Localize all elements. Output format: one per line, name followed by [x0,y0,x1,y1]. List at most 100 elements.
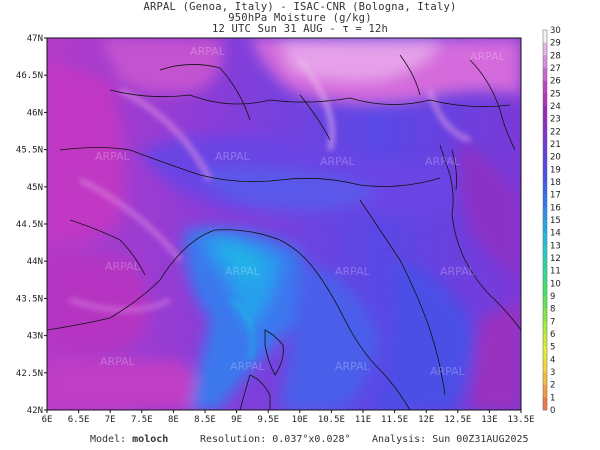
colorbar-segment [543,207,547,221]
colorbar-label: 0 [550,406,555,416]
lat-tick-label: 43N [27,332,43,342]
colorbar-label: 7 [550,317,555,327]
colorbar-segment [543,42,547,56]
colorbar-label: 17 [550,191,561,201]
watermark-text: ARPAL [430,365,466,378]
colorbar-label: 20 [550,153,561,163]
colorbar-label: 27 [550,64,561,74]
footer-resolution: Resolution: 0.037°x0.028° [200,434,351,445]
model-value: moloch [132,434,169,445]
colorbar-label: 14 [550,229,561,239]
watermark-text: ARPAL [335,360,371,373]
colorbar-label: 22 [550,127,561,137]
colorbar-label: 28 [550,51,561,61]
colorbar-segment [543,245,547,259]
colorbar-segment [543,397,547,411]
colorbar-segment [543,270,547,284]
lon-tick-label: 10.5E [318,415,345,425]
lat-tick-label: 42.5N [16,369,43,379]
colorbar-label: 19 [550,165,561,175]
colorbar: 3029282726252423222120191817161514131211… [542,26,561,416]
watermark-text: ARPAL [215,150,251,163]
colorbar-segment [543,182,547,195]
lon-tick-label: 11.5E [381,415,408,425]
watermark-text: ARPAL [425,155,461,168]
colorbar-segment [543,232,547,246]
colorbar-segment [543,93,547,107]
colorbar-label: 11 [550,267,561,277]
colorbar-label: 6 [550,330,555,340]
colorbar-segment [543,194,547,208]
lon-tick-label: 12.5E [444,415,471,425]
lon-tick-label: 8.5E [194,415,216,425]
colorbar-segment [543,308,547,322]
lat-tick-label: 46N [27,108,43,118]
colorbar-segment [543,169,547,183]
watermark-text: ARPAL [105,260,141,273]
lon-tick-label: 8E [168,415,179,425]
colorbar-segment [543,372,547,385]
lon-tick-label: 6.5E [68,415,90,425]
colorbar-segment [543,359,547,373]
colorbar-label: 4 [550,355,555,365]
colorbar-label: 29 [550,39,561,49]
colorbar-label: 13 [550,241,561,251]
lon-tick-label: 9.5E [257,415,279,425]
colorbar-label: 24 [550,102,561,112]
colorbar-label: 26 [550,77,561,87]
watermark-text: ARPAL [190,45,226,58]
colorbar-segment [543,283,547,297]
colorbar-segment [543,258,547,271]
footer-model: Model: moloch [90,434,168,445]
watermark-text: ARPAL [320,155,356,168]
title-line-3: 12 UTC Sun 31 AUG - τ = 12h [211,23,389,35]
colorbar-label: 2 [550,381,555,391]
colorbar-label: 9 [550,292,555,302]
lat-tick-label: 42N [27,406,43,416]
colorbar-segment [543,296,547,309]
footer-analysis: Analysis: Sun 00Z31AUG2025 [372,434,529,445]
colorbar-label: 18 [550,178,561,188]
watermark-text: ARPAL [225,265,261,278]
lat-tick-label: 44N [27,257,43,267]
colorbar-frame [542,29,548,411]
colorbar-segment [543,55,547,69]
longitude-axis: 6E 6.5E 7E 7.5E 8E 8.5E 9E 9.5E 10E 10.5E 11E 11.5E… [42,410,535,425]
watermark-text: ARPAL [230,360,266,373]
colorbar-segment [543,220,547,233]
lat-tick-label: 46.5N [16,71,43,81]
colorbar-segment [543,131,547,145]
resolution-value: 0.037°x0.028° [272,434,351,445]
lat-tick-label: 44.5N [16,220,43,230]
colorbar-label: 30 [550,26,561,36]
colorbar-segment [543,118,547,132]
lat-tick-label: 45.5N [16,146,43,156]
colorbar-label: 16 [550,203,561,213]
lon-tick-label: 13.5E [507,415,534,425]
colorbar-segment [543,30,547,43]
analysis-value: Sun 00Z31AUG2025 [432,434,529,445]
colorbar-label: 21 [550,140,561,150]
watermark-text: ARPAL [100,355,136,368]
latitude-axis: 47N 46.5N 46N 45.5N 45N 44.5N 44N 43.5N 43N 42.5N… [16,34,47,416]
title-line-2: 950hPa Moisture (g/kg) [228,12,372,24]
watermark-layer: ARPAL ARPAL ARPAL ARPAL ARPAL ARPAL ARPAL ARPAL… [95,45,506,378]
lon-tick-label: 9E [231,415,242,425]
title-line-1: ARPAL (Genoa, Italy) - ISAC-CNR (Bologna… [143,1,457,13]
colorbar-segment [543,80,547,94]
lat-tick-label: 45N [27,183,43,193]
lon-tick-label: 6E [42,415,53,425]
colorbar-label: 25 [550,89,561,99]
watermark-text: ARPAL [440,265,476,278]
watermark-text: ARPAL [335,265,371,278]
watermark-text: ARPAL [95,150,131,163]
colorbar-segment [543,156,547,170]
colorbar-label: 15 [550,216,561,226]
colorbar-label: 23 [550,115,561,125]
colorbar-segment [543,68,547,81]
colorbar-label: 12 [550,254,561,264]
colorbar-label: 10 [550,279,561,289]
colorbar-label: 1 [550,393,555,403]
colorbar-segment [543,321,547,335]
